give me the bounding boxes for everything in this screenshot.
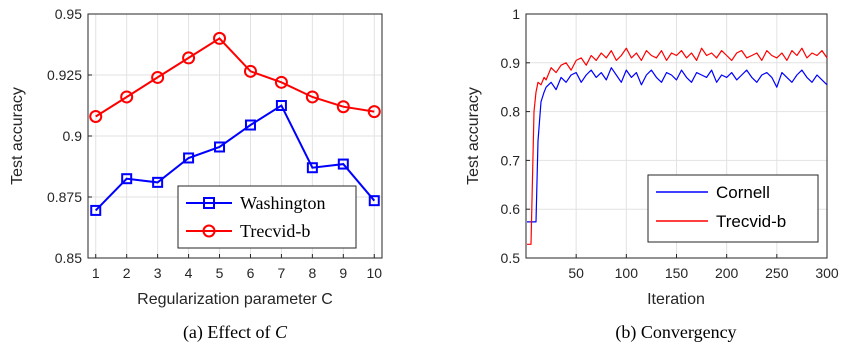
chart-a-series-line-washington [94, 104, 376, 212]
chart-a-point-trecvid-b-0 [89, 109, 103, 123]
chart-a-ytick-label-3: 0.925 [47, 67, 82, 83]
chart-a-point-trecvid-b-3 [182, 51, 196, 65]
chart-a-point-washington-5 [244, 119, 256, 131]
chart-a-point-trecvid-b-6 [274, 75, 288, 89]
chart-b-ytick-label-0: 0.5 [501, 250, 521, 266]
chart-a-xtick-label-0: 1 [92, 265, 100, 281]
chart-a-point-washington-8 [337, 158, 349, 170]
chart-b-ylabel: Test accuracy [465, 87, 482, 185]
chart-a-point-washington-3 [183, 152, 195, 164]
chart-a-ylabel: Test accuracy [9, 87, 26, 185]
chart-b-xtick-label-2: 150 [665, 265, 689, 281]
chart-a-xtick-label-6: 7 [278, 265, 286, 281]
chart-a-point-trecvid-b-9 [367, 105, 381, 119]
chart-a-ytick-label-1: 0.875 [47, 189, 82, 205]
chart-b-series-line-trecvid-b [527, 47, 828, 245]
chart-a-point-washington-0 [90, 204, 102, 216]
chart-effect-of-c: 1 2 3 4 5 6 7 8 9 10 0.85 0.875 0.9 0.925 0.95 Washing… [9, 6, 383, 343]
chart-b-xtick-label-4: 250 [765, 265, 789, 281]
chart-a-ticks: 1 2 3 4 5 6 7 8 9 10 0.85 0.875 0.9 0.925 0.95 [47, 6, 382, 281]
chart-a-series [89, 31, 381, 216]
chart-a-point-washington-6 [275, 100, 287, 111]
chart-a-xtick-label-5: 6 [247, 265, 255, 281]
chart-b-xtick-label-3: 200 [715, 265, 739, 281]
chart-a-point-washington-1 [121, 173, 133, 185]
chart-a-point-trecvid-b-2 [151, 70, 165, 84]
chart-a-point-trecvid-b-5 [243, 64, 257, 78]
chart-a-caption: (a) Effect of C [183, 322, 288, 343]
chart-a-caption-prefix: (a) Effect of [183, 322, 275, 343]
chart-a-xtick-label-3: 4 [185, 265, 193, 281]
legend-trecvid-b-label: Trecvid-b [716, 212, 786, 231]
chart-a-ytick-label-4: 0.95 [55, 6, 82, 22]
chart-a-ytick-label-2: 0.9 [63, 128, 83, 144]
chart-b-xtick-label-1: 100 [615, 265, 639, 281]
chart-a-point-trecvid-b-4 [213, 31, 227, 45]
chart-b-series [527, 47, 828, 245]
legend-washington-label: Washington [240, 193, 326, 213]
chart-convergency: 50 100 150 200 250 300 0.5 0.6 0.7 0.8 0.9 1 Cornel… [465, 6, 839, 343]
chart-a-point-washington-7 [306, 162, 318, 174]
chart-b-ticks: 50 100 150 200 250 300 0.5 0.6 0.7 0.8 0.9 1 [501, 6, 839, 281]
chart-b-ytick-label-1: 0.6 [501, 201, 521, 217]
legend-cornell-label: Cornell [716, 183, 770, 202]
chart-a-xtick-label-9: 10 [366, 265, 382, 281]
chart-a-point-washington-2 [152, 176, 164, 188]
chart-a-point-trecvid-b-7 [305, 90, 319, 104]
chart-a-point-trecvid-b-1 [120, 90, 134, 104]
chart-a-series-line-trecvid-b [95, 37, 375, 118]
chart-b-ytick-label-2: 0.7 [501, 152, 521, 168]
chart-a-xtick-label-4: 5 [216, 265, 224, 281]
chart-b-legend-box [647, 174, 819, 243]
chart-a-xtick-label-7: 8 [308, 265, 316, 281]
chart-b-xtick-label-5: 300 [815, 265, 839, 281]
chart-a-legend-box [177, 185, 357, 249]
chart-b-ytick-label-3: 0.8 [501, 104, 521, 120]
legend-washington-marker [203, 197, 215, 209]
chart-a-point-washington-9 [368, 195, 380, 207]
chart-a-xtick-label-2: 3 [154, 265, 162, 281]
chart-a-ytick-label-0: 0.85 [55, 250, 82, 266]
chart-b-legend: Cornell Trecvid-b [647, 174, 819, 243]
chart-b-caption: (b) Convergency [615, 322, 736, 343]
chart-b-xlabel: Iteration [647, 291, 705, 308]
legend-trecvid-a-label: Trecvid-b [240, 221, 310, 241]
chart-a-point-trecvid-b-8 [336, 100, 350, 114]
chart-a-xlabel: Regularization parameter C [137, 291, 333, 308]
chart-a-point-washington-4 [214, 141, 226, 153]
chart-b-series-line-cornell [527, 67, 828, 223]
chart-b-ytick-label-4: 0.9 [501, 55, 521, 71]
chart-a-caption-var: C [275, 322, 288, 342]
chart-a-xtick-label-1: 2 [123, 265, 131, 281]
chart-a-legend: Washington Trecvid-b [177, 185, 357, 249]
chart-b-ytick-label-5: 1 [512, 6, 520, 22]
legend-trecvid-a-marker [202, 224, 216, 238]
chart-b-xtick-label-0: 50 [568, 265, 584, 281]
chart-a-xtick-label-8: 9 [339, 265, 347, 281]
